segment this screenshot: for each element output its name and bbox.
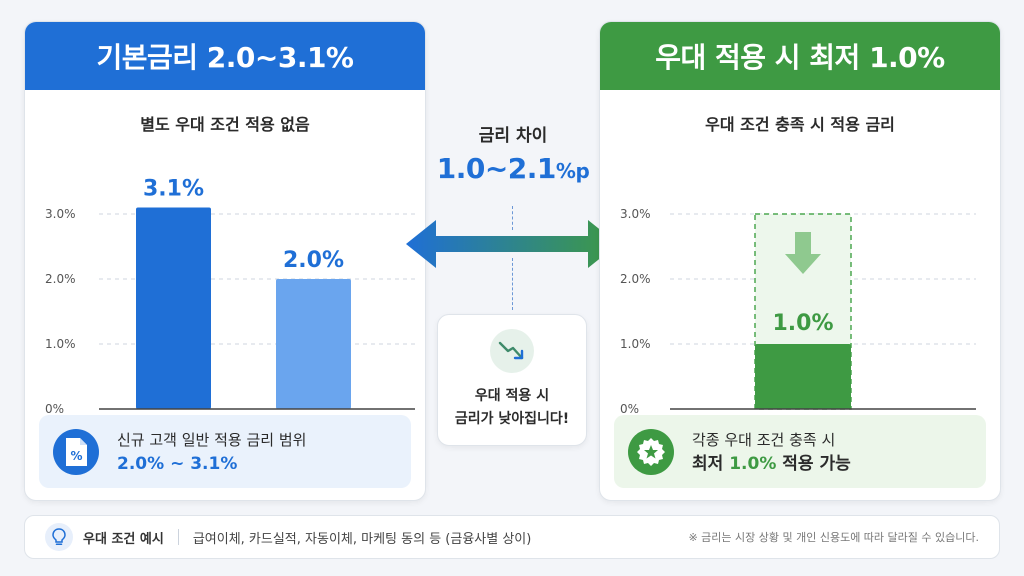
preferential-conditions-label: 우대 조건 예시	[83, 531, 164, 547]
y-tick-label: 0%	[620, 402, 639, 416]
y-tick-label: 1.0%	[45, 337, 76, 351]
base-rate-title: 기본금리 2.0~3.1%	[25, 22, 425, 90]
lightbulb-icon	[45, 523, 73, 551]
divider	[177, 529, 179, 545]
bottom-info-bar: 우대 조건 예시 급여이체, 카드실적, 자동이체, 마케팅 동의 등 (금융사…	[24, 515, 1000, 559]
preferential-rate-info-line1: 각종 우대 조건 충족 시	[692, 430, 836, 449]
preferential-conditions-examples: 급여이체, 카드실적, 자동이체, 마케팅 동의 등 (금융사별 상이)	[192, 531, 532, 547]
base-rate-info-box: % 신규 고객 일반 적용 금리 범위 2.0% ~ 3.1%	[39, 415, 411, 488]
rate-lower-line1: 우대 적용 시	[474, 388, 550, 404]
trend-down-icon	[490, 329, 534, 373]
rate-lower-line2: 금리가 낮아집니다!	[454, 411, 570, 427]
preferential-rate-info-prefix: 최저	[692, 453, 730, 474]
base-rate-info-range: 2.0% ~ 3.1%	[117, 453, 238, 474]
preferential-rate-info-highlight: 1.0%	[729, 453, 777, 474]
preferential-rate-chart-svg: 0% 1.0% 2.0% 3.0% 1.0%	[620, 207, 976, 416]
y-tick-label: 2.0%	[620, 272, 651, 286]
y-tick-label: 3.0%	[620, 207, 651, 221]
base-rate-subtitle: 별도 우대 조건 적용 없음	[140, 115, 310, 134]
dashed-connector-bottom	[512, 258, 513, 310]
dashed-connector-top	[512, 206, 513, 230]
bar	[755, 344, 851, 409]
rate-lower-card: 우대 적용 시 금리가 낮아집니다!	[437, 314, 587, 446]
preferential-rate-info-suffix: 적용 가능	[776, 453, 851, 474]
bar-value-label: 1.0%	[772, 311, 833, 336]
rate-gap-number: 1.0~2.1	[436, 152, 557, 185]
double-arrow-icon	[406, 220, 618, 268]
svg-text:%: %	[70, 449, 82, 463]
preferential-rate-info-line2: 최저 1.0% 적용 가능	[692, 454, 851, 474]
disclaimer-note: ※ 금리는 시장 상황 및 개인 신용도에 따라 달라질 수 있습니다.	[688, 531, 979, 544]
y-tick-label: 1.0%	[620, 337, 651, 351]
preferential-rate-subtitle: 우대 조건 충족 시 적용 금리	[705, 115, 895, 134]
bar-value-label: 2.0%	[283, 248, 344, 273]
rate-gap-title: 금리 차이	[478, 126, 548, 146]
base-rate-info-line1: 신규 고객 일반 적용 금리 범위	[117, 430, 307, 449]
base-rate-chart: 0% 1.0% 2.0% 3.0% 3.1% 2.0%	[25, 172, 425, 422]
rate-gap-value: 1.0~2.1%p	[410, 152, 616, 185]
y-tick-label: 0%	[45, 402, 64, 416]
bar-value-label: 3.1%	[143, 177, 204, 202]
preferential-rate-chart: 0% 1.0% 2.0% 3.0% 1.0%	[600, 172, 1000, 422]
star-badge-icon	[628, 428, 674, 475]
base-rate-panel: 기본금리 2.0~3.1% 별도 우대 조건 적용 없음 0% 1.0% 2.0% 3…	[24, 21, 426, 501]
preferential-rate-info-box: 각종 우대 조건 충족 시 최저 1.0% 적용 가능	[614, 415, 986, 488]
y-tick-label: 3.0%	[45, 207, 76, 221]
percent-document-icon: %	[53, 428, 99, 475]
rate-gap-unit: %p	[555, 159, 590, 183]
bar	[136, 207, 211, 409]
base-rate-chart-svg: 0% 1.0% 2.0% 3.0% 3.1% 2.0%	[45, 177, 415, 416]
y-tick-label: 2.0%	[45, 272, 76, 286]
bar	[276, 279, 351, 409]
preferential-rate-title: 우대 적용 시 최저 1.0%	[600, 22, 1000, 90]
preferential-rate-panel: 우대 적용 시 최저 1.0% 우대 조건 충족 시 적용 금리 0% 1.0% 2…	[599, 21, 1001, 501]
down-arrow-icon	[785, 232, 821, 274]
